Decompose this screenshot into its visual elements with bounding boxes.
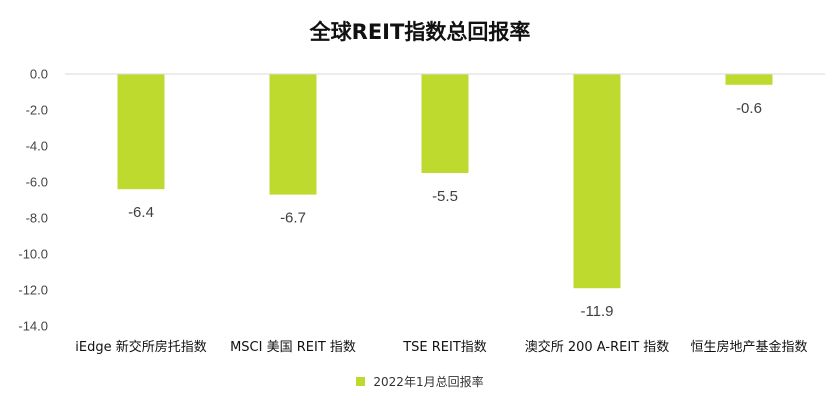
y-tick-label: -14.0 (18, 319, 48, 334)
y-tick-label: -12.0 (18, 283, 48, 298)
y-tick-label: -4.0 (26, 139, 48, 154)
data-label: -5.5 (432, 188, 458, 205)
bar (421, 74, 469, 173)
x-category-label: MSCI 美国 REIT 指数 (230, 340, 356, 355)
data-label: -6.7 (280, 210, 306, 227)
legend-swatch (356, 377, 366, 386)
chart-title: 全球REIT指数总回报率 (309, 20, 531, 44)
bar (117, 74, 165, 190)
y-tick-label: -6.0 (26, 175, 48, 190)
legend-label: 2022年1月总回报率 (373, 375, 484, 389)
data-label: -6.4 (128, 204, 154, 221)
x-category-label: 恒生房地产基金指数 (690, 339, 807, 355)
data-label: -11.9 (580, 303, 613, 320)
x-category-label: iEdge 新交所房托指数 (75, 339, 206, 355)
bar (269, 74, 317, 195)
y-tick-label: -8.0 (26, 211, 48, 226)
y-tick-label: -10.0 (18, 247, 48, 262)
bar (725, 74, 773, 85)
y-tick-label: 0.0 (30, 67, 48, 82)
legend: 2022年1月总回报率 (0, 373, 840, 390)
data-label: -0.6 (736, 100, 762, 117)
bar (573, 74, 621, 289)
x-category-label: 澳交所 200 A-REIT 指数 (525, 339, 670, 355)
y-tick-label: -2.0 (26, 103, 48, 118)
x-category-label: TSE REIT指数 (402, 340, 487, 355)
